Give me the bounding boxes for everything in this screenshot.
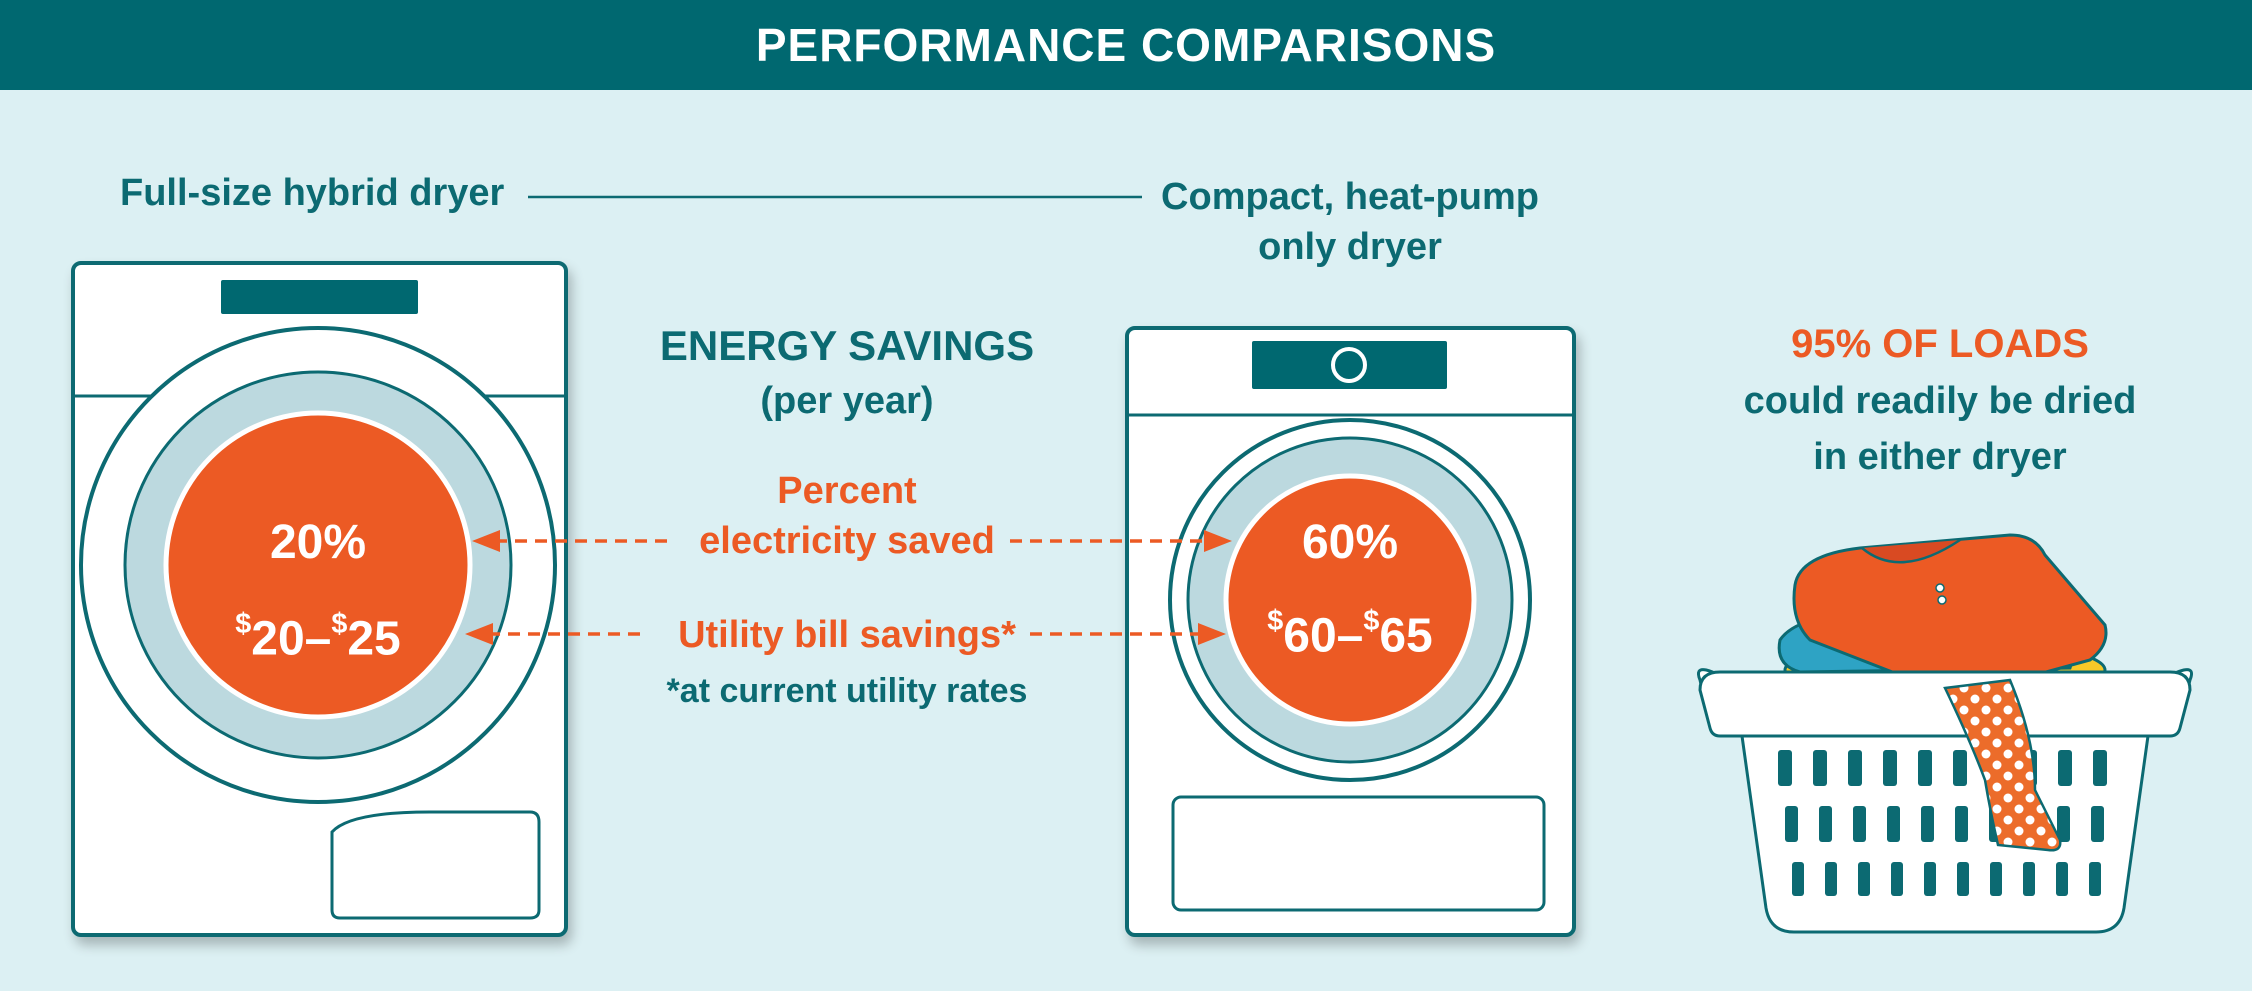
- range-separator: –: [304, 612, 332, 666]
- compact-dryer-label-line1: Compact, heat-pump: [1161, 176, 1539, 218]
- page-title: PERFORMANCE COMPARISONS: [755, 19, 1497, 71]
- full-size-percent: 20%: [269, 516, 367, 569]
- red-shirt-collar: [1861, 538, 1961, 564]
- compact-savings: $60–$65: [1210, 605, 1490, 664]
- basket-body: [1740, 734, 2150, 934]
- full-size-savings: $20–$25: [178, 608, 458, 667]
- arrowhead-left-percent: [472, 530, 500, 552]
- utility-rates-footnote: *at current utility rates: [666, 672, 1028, 710]
- full-size-dryer-label: Full-size hybrid dryer: [120, 172, 505, 214]
- compact-dryer-label: Compact, heat-pump only dryer: [1150, 172, 1550, 272]
- arrowhead-left-bill: [465, 623, 493, 645]
- laundry-basket-illustration: [1697, 533, 2193, 934]
- savings-high: 25: [347, 612, 401, 666]
- currency-symbol: $: [235, 608, 252, 640]
- percent-arrows: [488, 539, 1215, 636]
- savings-low: 60: [1283, 609, 1337, 663]
- header-bar: PERFORMANCE COMPARISONS: [0, 0, 2252, 90]
- loads-headline: 95% OF LOADS: [1791, 322, 2089, 366]
- arrow-heads: [465, 530, 1232, 645]
- compact-lint-drawer: [1171, 795, 1546, 912]
- compact-control-panel: [1252, 341, 1447, 389]
- loads-line2: in either dryer: [1813, 436, 2067, 478]
- savings-low: 20: [251, 612, 305, 666]
- energy-savings-subtitle: (per year): [760, 380, 934, 422]
- percent-label-line1: Percent: [777, 470, 917, 512]
- compact-drum: [1223, 473, 1477, 727]
- range-separator: –: [1336, 609, 1364, 663]
- compact-percent: 60%: [1301, 516, 1399, 569]
- compact-dial-icon: [1331, 347, 1367, 383]
- polka-dot-sock: [1943, 678, 2062, 852]
- full-size-control-panel: [221, 280, 418, 314]
- compact-dryer-label-line2: only dryer: [1258, 226, 1442, 268]
- full-size-lint-drawer: [330, 810, 541, 920]
- arrowhead-right-percent: [1204, 530, 1232, 552]
- percent-label-line2: electricity saved: [699, 520, 995, 562]
- arrowhead-right-bill: [1198, 623, 1226, 645]
- full-size-drum: [163, 410, 473, 720]
- currency-symbol: $: [1363, 605, 1380, 637]
- savings-high: 65: [1379, 609, 1433, 663]
- basket-rim: [1698, 670, 2192, 738]
- currency-symbol: $: [331, 608, 348, 640]
- loads-line1: could readily be dried: [1743, 380, 2137, 422]
- bill-savings-label: Utility bill savings*: [678, 614, 1016, 656]
- red-shirt: [1792, 533, 2108, 692]
- energy-savings-title: ENERGY SAVINGS: [659, 322, 1035, 369]
- currency-symbol: $: [1267, 605, 1284, 637]
